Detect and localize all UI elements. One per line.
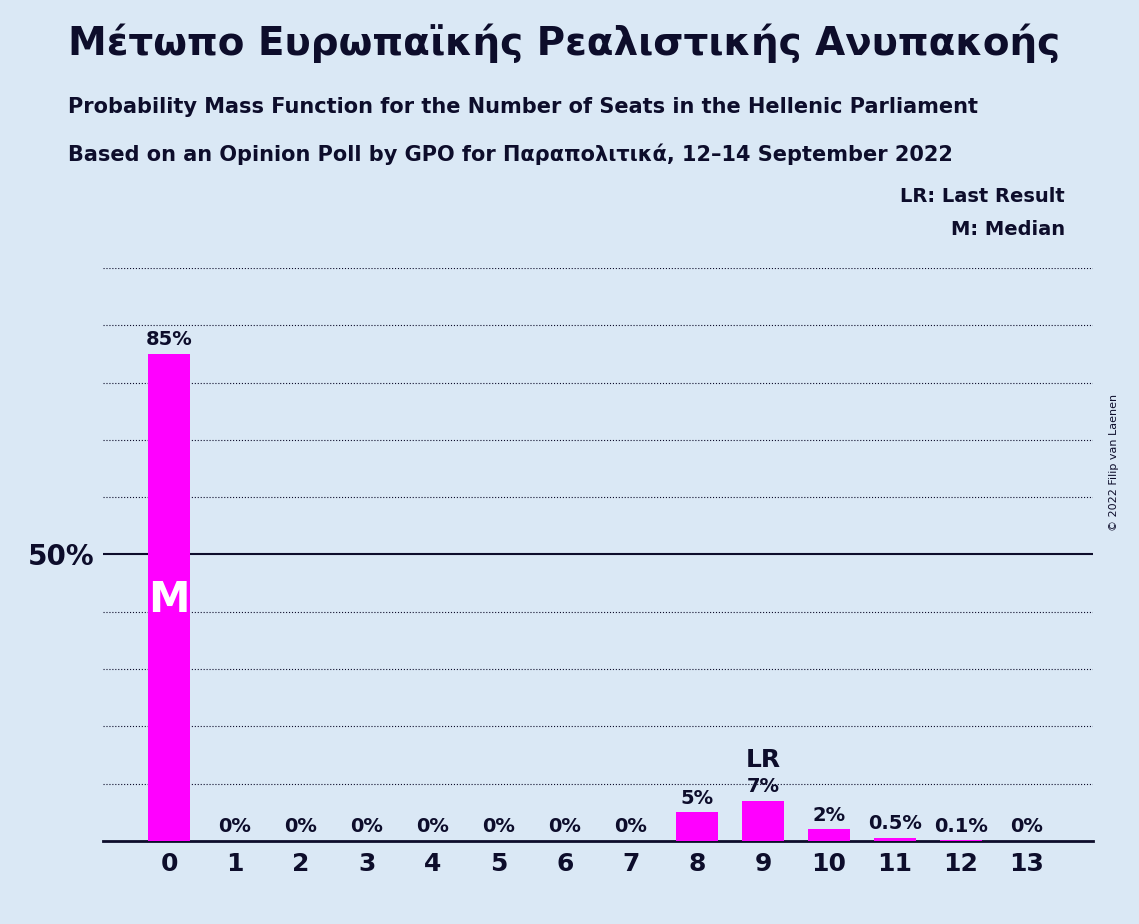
Text: 0.5%: 0.5% (868, 814, 921, 833)
Text: 0%: 0% (417, 817, 450, 836)
Text: LR: Last Result: LR: Last Result (900, 187, 1065, 206)
Text: 0%: 0% (219, 817, 252, 836)
Text: 0.1%: 0.1% (934, 817, 988, 835)
Text: 0%: 0% (285, 817, 318, 836)
Text: M: M (148, 579, 190, 621)
Text: 5%: 5% (680, 788, 713, 808)
Text: Μέτωπο Ευρωπαϊκής Ρεαλιστικής Ανυπακοής: Μέτωπο Ευρωπαϊκής Ρεαλιστικής Ανυπακοής (68, 23, 1060, 63)
Bar (675, 812, 719, 841)
Text: 0%: 0% (615, 817, 647, 836)
Text: Based on an Opinion Poll by GPO for Παραπολιτικά, 12–14 September 2022: Based on an Opinion Poll by GPO for Παρα… (68, 143, 953, 164)
Text: M: Median: M: Median (951, 220, 1065, 239)
Text: © 2022 Filip van Laenen: © 2022 Filip van Laenen (1109, 394, 1118, 530)
Text: 0%: 0% (1010, 817, 1043, 836)
Text: 0%: 0% (483, 817, 516, 836)
Bar (741, 801, 785, 841)
Bar (808, 830, 851, 841)
Text: LR: LR (745, 748, 780, 772)
Text: 0%: 0% (351, 817, 384, 836)
Text: Probability Mass Function for the Number of Seats in the Hellenic Parliament: Probability Mass Function for the Number… (68, 97, 978, 117)
Bar (148, 354, 190, 841)
Text: 0%: 0% (549, 817, 581, 836)
Text: 2%: 2% (812, 806, 845, 825)
Text: 85%: 85% (146, 330, 192, 349)
Bar (874, 838, 917, 841)
Text: 7%: 7% (746, 777, 779, 796)
